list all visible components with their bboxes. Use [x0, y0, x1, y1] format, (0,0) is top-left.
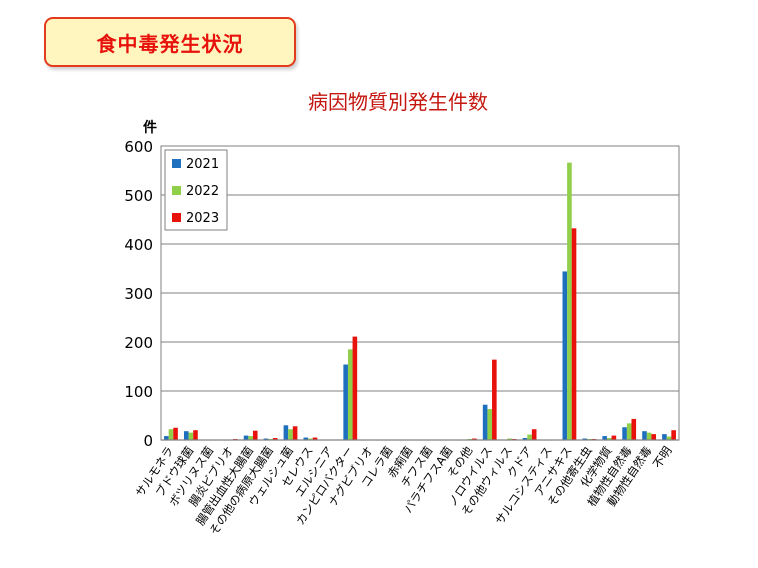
bar [567, 162, 572, 440]
bar [507, 438, 512, 440]
bar [193, 430, 198, 440]
bar [487, 409, 493, 440]
legend-swatch [172, 159, 181, 168]
bar [631, 418, 637, 440]
bar [248, 436, 253, 440]
bar [531, 429, 537, 440]
bar [308, 438, 313, 440]
bar [671, 430, 676, 440]
legend-label: 2023 [186, 211, 219, 226]
bar [263, 438, 269, 440]
bar [252, 430, 258, 440]
bar [472, 438, 477, 440]
bar [611, 435, 617, 440]
y-tick-label: 0 [143, 432, 153, 450]
chart-title: 病因物質別発生件数 [308, 90, 488, 114]
bar [622, 427, 627, 440]
bar [164, 436, 169, 440]
y-tick-label: 200 [124, 334, 153, 352]
bar [243, 435, 249, 440]
bar [173, 427, 178, 440]
bar [188, 432, 194, 440]
section-title-banner: 食中毒発生状況 [44, 17, 296, 67]
y-axis-unit-label: 件 [143, 120, 157, 136]
bar [343, 364, 348, 440]
legend-label: 2021 [186, 157, 219, 172]
bar [347, 349, 353, 440]
bar [492, 359, 497, 440]
bar [482, 404, 488, 440]
bar [288, 429, 293, 440]
bar [303, 437, 309, 440]
bar [283, 425, 289, 440]
bar [527, 434, 532, 440]
y-tick-label: 400 [124, 236, 153, 254]
y-tick-label: 500 [124, 187, 153, 205]
bar [646, 432, 652, 440]
bar [662, 434, 667, 440]
bar [562, 271, 568, 440]
bar [352, 336, 358, 440]
y-tick-label: 100 [124, 383, 153, 401]
bar [571, 228, 577, 440]
bar [272, 438, 278, 440]
legend-swatch [172, 213, 181, 222]
banner-title: 食中毒発生状況 [96, 31, 244, 56]
bar [626, 423, 632, 440]
bar [606, 438, 612, 440]
bar [602, 436, 607, 440]
legend-swatch [172, 186, 181, 195]
y-tick-label: 600 [124, 138, 153, 156]
y-tick-label: 300 [124, 285, 153, 303]
bar [666, 436, 672, 440]
bar [642, 431, 647, 440]
bar [651, 434, 657, 440]
bar [168, 429, 174, 440]
bar [312, 437, 318, 440]
bar [582, 438, 588, 440]
x-tick-label: 不明 [650, 444, 674, 471]
legend-label: 2022 [186, 184, 219, 199]
bar [183, 431, 189, 440]
bar [522, 438, 528, 440]
bar [292, 426, 298, 440]
